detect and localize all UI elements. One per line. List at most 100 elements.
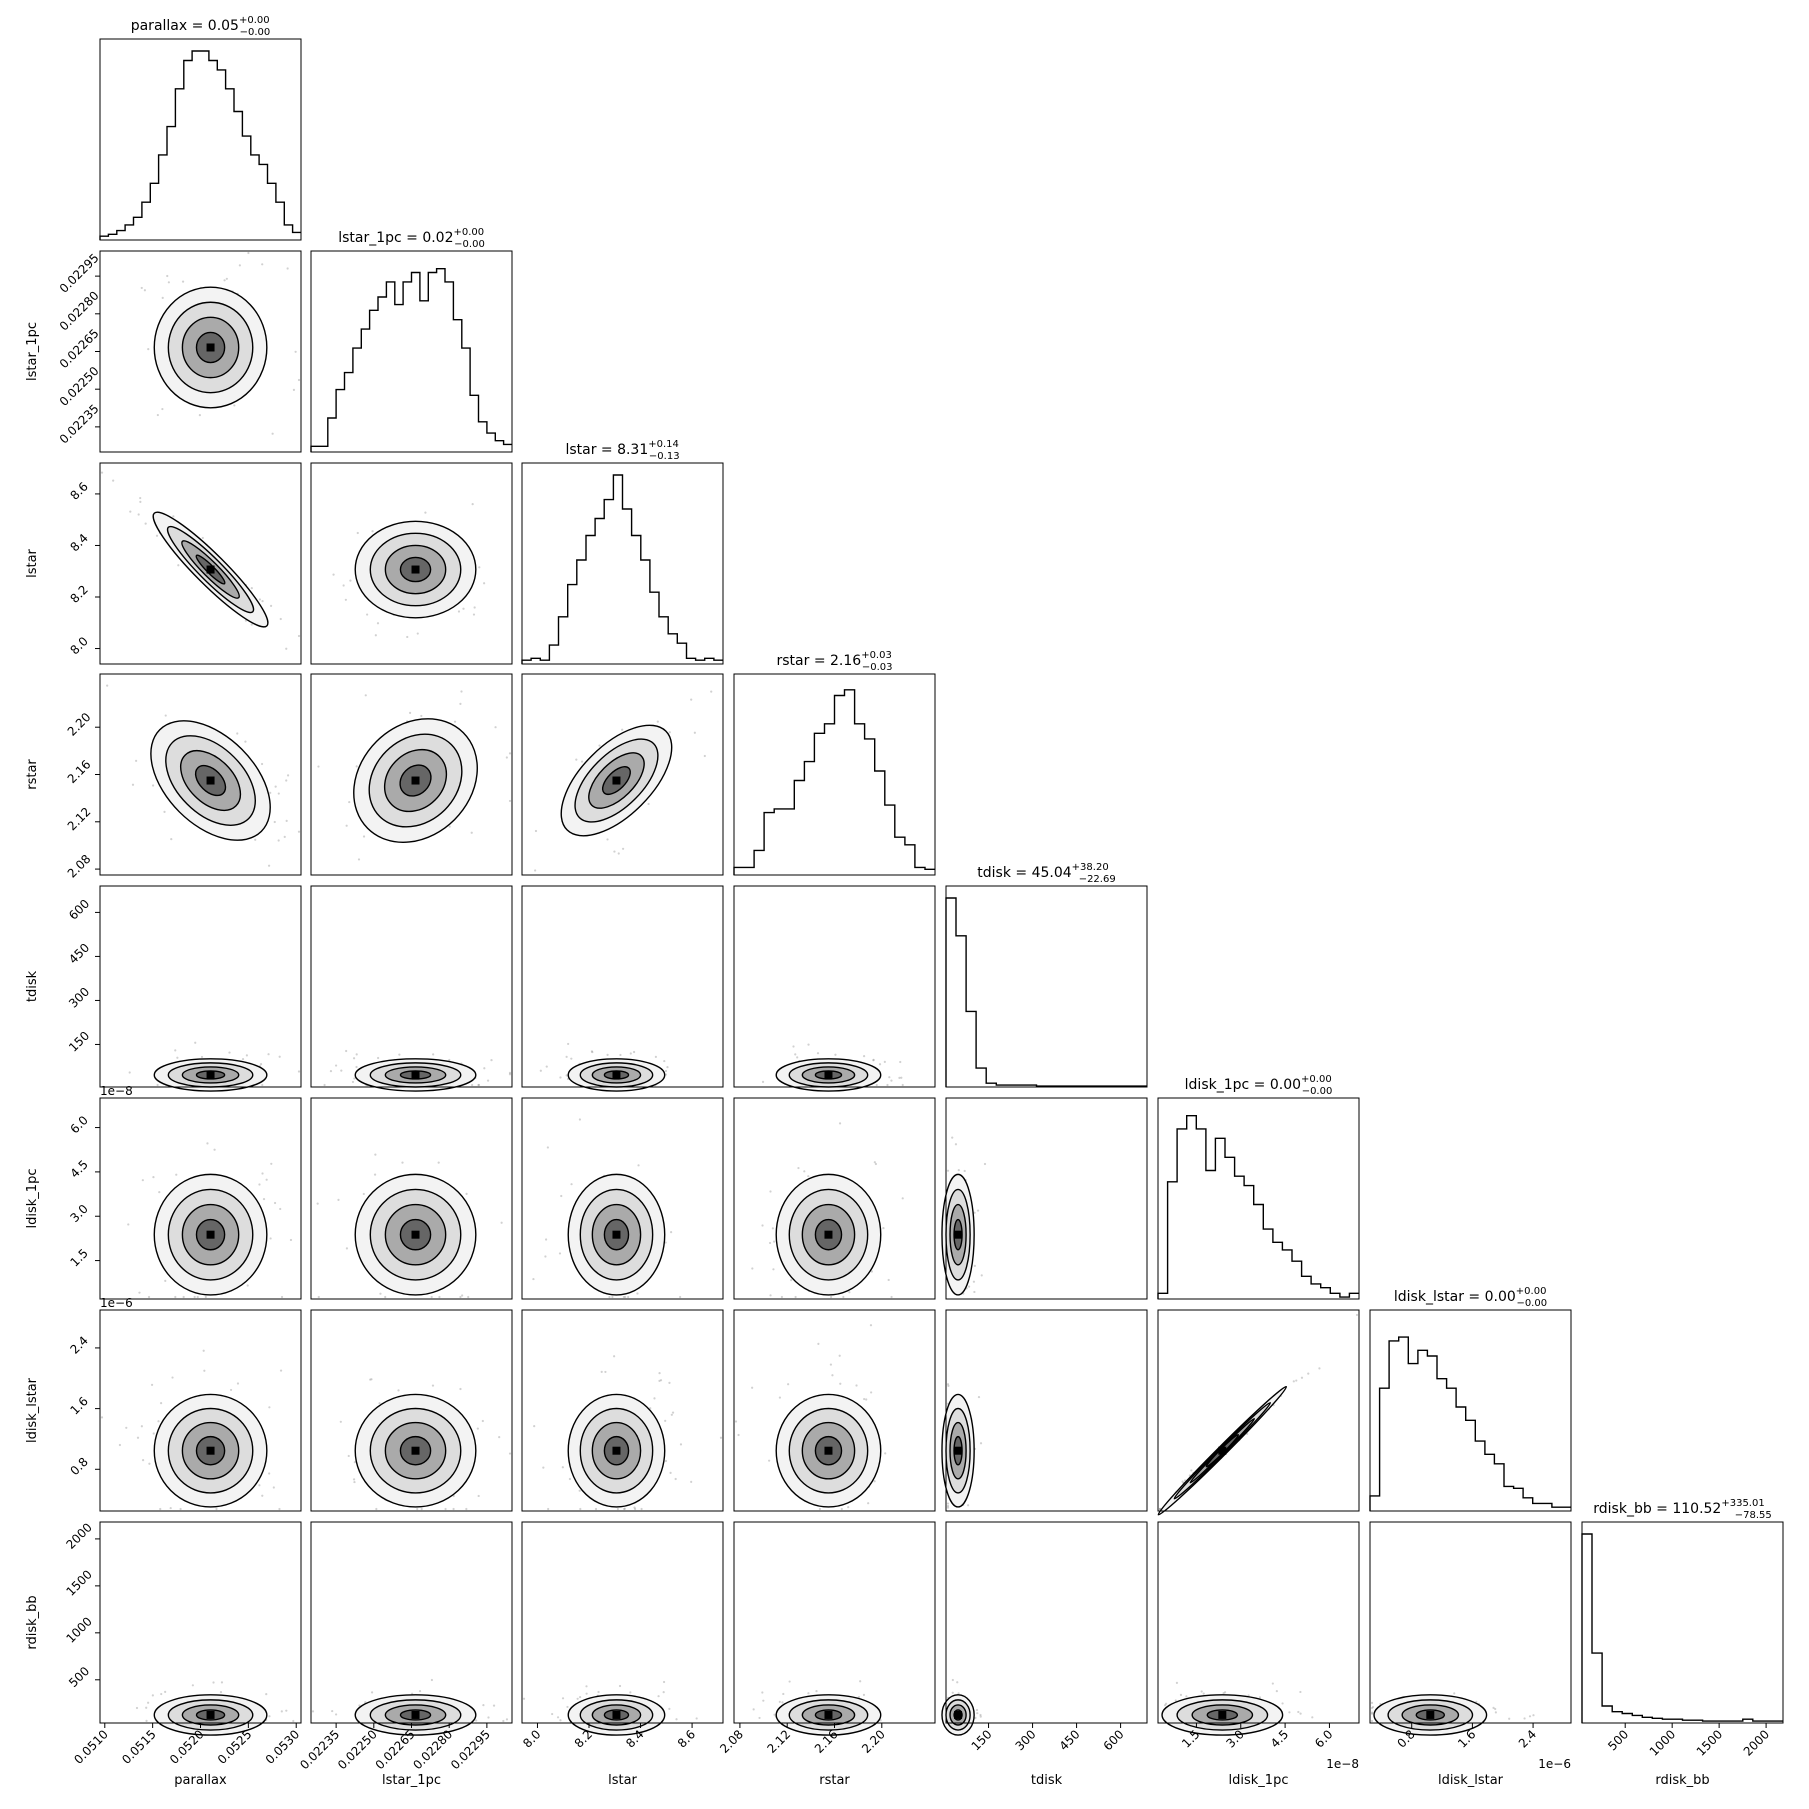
x-tick-label: 1000 (1647, 1727, 1678, 1758)
sample-point (471, 503, 474, 506)
panel-ldisk_1pc-vs-parallax (99, 1097, 302, 1300)
sample-point (773, 1240, 776, 1243)
sample-point (277, 839, 280, 842)
sample-point (591, 1050, 594, 1054)
panel-frame (310, 462, 513, 665)
sample-point (859, 1680, 862, 1683)
sample-point (487, 1716, 490, 1719)
sample-point (1528, 1715, 1532, 1718)
sample-point (534, 829, 538, 833)
sample-point (1288, 1711, 1291, 1714)
sample-point (459, 1295, 462, 1299)
sample-point (545, 1065, 548, 1068)
y-tick-label: 8.4 (67, 531, 90, 554)
sample-point (946, 1502, 950, 1505)
x-tick-label: 6.0 (1312, 1727, 1335, 1750)
sample-point (508, 1452, 512, 1455)
sample-point (621, 728, 624, 731)
sample-point (269, 604, 273, 607)
sample-point (118, 1443, 122, 1447)
sample-point (161, 296, 164, 300)
sample-point (565, 1055, 568, 1058)
sample-point (220, 1681, 224, 1684)
panel-frame (733, 673, 936, 876)
x-tick-label: 0.0515 (119, 1727, 159, 1767)
sample-point (946, 1504, 950, 1508)
sample-point (623, 1507, 626, 1511)
density-peak (411, 776, 420, 785)
sample-point (136, 1436, 140, 1439)
sample-point (129, 510, 132, 513)
sample-point (1508, 1717, 1511, 1720)
sample-point (370, 1691, 374, 1694)
sample-point (1300, 1376, 1304, 1379)
sample-point (355, 1053, 358, 1056)
x-axis-label: ldisk_lstar (1438, 1773, 1504, 1788)
sample-point (578, 1695, 582, 1699)
sample-point (669, 1231, 673, 1234)
panel-frame (1157, 1097, 1360, 1300)
y-axis-tdisk: 150 300 450 600 tdisk (25, 897, 100, 1055)
sample-point (261, 1172, 264, 1175)
sample-point (973, 1211, 976, 1214)
sample-point (838, 1354, 841, 1357)
sample-point (478, 566, 481, 569)
panel-frame (733, 1309, 936, 1512)
sample-point (872, 1058, 875, 1062)
sample-point (247, 251, 250, 255)
sample-point (236, 1382, 240, 1385)
sample-point (979, 1442, 983, 1445)
sample-point (1370, 1706, 1374, 1710)
sample-point (483, 1067, 486, 1070)
sample-point (292, 388, 296, 391)
sample-point (884, 1452, 887, 1455)
sample-point (191, 1684, 194, 1687)
panel-ldisk_lstar-vs-rstar (733, 1309, 936, 1512)
sample-point (270, 1162, 273, 1165)
sample-point (342, 584, 345, 587)
sample-point (900, 1076, 903, 1079)
sample-point (317, 765, 320, 768)
sample-point (476, 1427, 479, 1430)
sample-point (147, 1295, 151, 1299)
sample-point (374, 634, 377, 637)
sample-point (505, 756, 508, 759)
y-tick-label: 300 (66, 985, 92, 1011)
title-ldisk_1pc: ldisk_1pc = 0.00+0.00 −0.00 (1185, 1074, 1333, 1097)
sample-point (215, 1507, 218, 1511)
sample-point (258, 1183, 261, 1186)
sample-point (974, 1716, 977, 1719)
sample-point (769, 1294, 772, 1297)
sample-point (286, 267, 289, 270)
sample-point (151, 784, 155, 787)
sample-point (219, 1691, 223, 1694)
sample-point (140, 286, 143, 290)
sample-point (818, 1507, 822, 1511)
sample-point (966, 1504, 970, 1507)
y-tick-label: 8.2 (67, 582, 90, 605)
sample-point (362, 1192, 365, 1196)
sample-point (975, 1708, 979, 1712)
sample-point (829, 1295, 833, 1299)
sample-point (606, 838, 609, 841)
sample-point (946, 1506, 950, 1509)
sample-point (558, 1252, 562, 1255)
sample-point (1370, 1701, 1374, 1704)
sample-point (983, 1162, 987, 1166)
x-axis-tdisk: 150 300 450 600 tdisk (969, 1723, 1127, 1788)
sample-point (273, 1201, 277, 1205)
sample-point (364, 694, 367, 697)
sample-point (559, 1076, 562, 1079)
sample-point (397, 1389, 400, 1392)
sample-point (131, 783, 135, 786)
sample-point (460, 690, 463, 693)
sample-point (201, 536, 204, 540)
sample-point (340, 1069, 343, 1072)
sample-point (901, 1197, 904, 1200)
title-rdisk_bb: rdisk_bb = 110.52+335.01 −78.55 (1593, 1498, 1771, 1521)
sample-point (297, 378, 301, 382)
x-tick-label: 0.02295 (448, 1727, 493, 1772)
sample-point (862, 1693, 866, 1696)
density-peak (411, 565, 420, 574)
sample-point (164, 1690, 167, 1693)
